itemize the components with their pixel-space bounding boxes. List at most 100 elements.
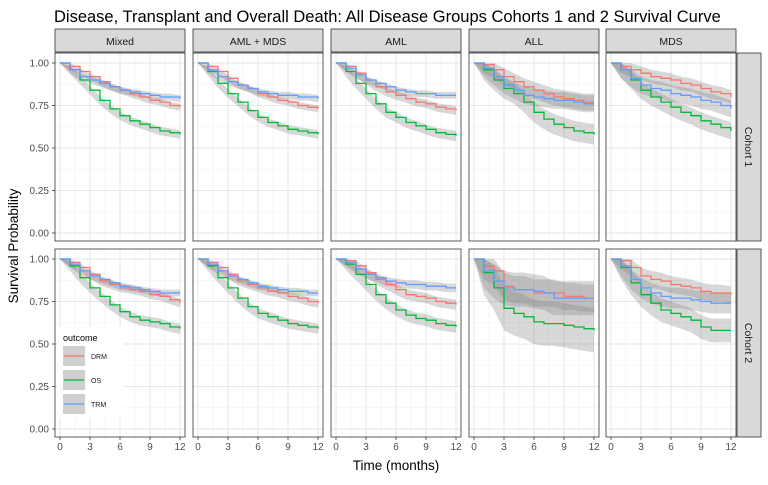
survival-curve-os xyxy=(474,258,595,331)
y-tick-label: 0.00 xyxy=(30,229,50,240)
confidence-band-trm xyxy=(198,63,318,103)
panel-grid xyxy=(193,249,323,437)
panel-grid xyxy=(55,53,185,241)
x-tick-label: 0 xyxy=(608,442,614,453)
survival-curve-os xyxy=(474,62,595,135)
survival-curve-trm xyxy=(336,258,456,289)
survival-curve-trm xyxy=(611,258,731,304)
confidence-band-os xyxy=(336,259,456,333)
y-tick-label: 0.50 xyxy=(30,144,50,155)
y-tick-label: 0.50 xyxy=(30,340,50,351)
chart-title: Disease, Transplant and Overall Death: A… xyxy=(54,8,721,26)
facet-strip-bg xyxy=(330,28,462,53)
row-strip-cohort-2: Cohort 2 xyxy=(736,248,762,438)
x-tick-label: 6 xyxy=(255,442,261,453)
legend-item-os: OS xyxy=(63,370,101,390)
panel-cohort-1-all xyxy=(468,52,600,242)
y-tick-label: 1.00 xyxy=(30,255,50,266)
facet-strip-label: AML + MDS xyxy=(230,36,287,48)
confidence-band-os xyxy=(60,259,180,334)
panel-grid xyxy=(469,53,599,241)
row-strip-label: Cohort 2 xyxy=(742,323,754,363)
x-tick-label: 9 xyxy=(285,442,291,453)
legend-label-os: OS xyxy=(91,378,101,385)
row-strip-bg xyxy=(736,52,762,242)
facet-strip-mds: MDS xyxy=(605,28,737,53)
panel-grid xyxy=(331,249,461,437)
facet-strip-label: ALL xyxy=(525,36,544,48)
panel-border xyxy=(605,52,737,242)
confidence-band-os xyxy=(336,63,456,142)
y-tick-label: 0.25 xyxy=(30,186,50,197)
survival-curve-os xyxy=(198,258,319,329)
panel-cohort-1-aml-mds xyxy=(192,52,324,242)
x-tick-label: 9 xyxy=(423,442,429,453)
x-tick-label: 3 xyxy=(87,442,93,453)
legend-label-trm: TRM xyxy=(91,402,106,409)
panel-cohort-2-all: 0 3 6 9 12 xyxy=(468,248,600,453)
y-tick-label: 0.00 xyxy=(30,425,50,436)
x-tick-label: 0 xyxy=(471,442,477,453)
x-tick-label: 6 xyxy=(531,442,537,453)
x-tick-label: 12 xyxy=(588,442,600,453)
x-tick-label: 0 xyxy=(333,442,339,453)
survival-curve-trm xyxy=(60,62,181,99)
x-tick-label: 9 xyxy=(698,442,704,453)
facet-strip-aml: AML xyxy=(330,28,462,53)
x-tick-label: 3 xyxy=(225,442,231,453)
y-tick-label: 0.25 xyxy=(30,382,50,393)
confidence-band-trm xyxy=(60,63,180,103)
confidence-band-trm xyxy=(336,259,456,293)
survival-curve-trm xyxy=(60,258,180,294)
facet-strip-all: ALL xyxy=(468,28,600,53)
x-tick-label: 12 xyxy=(312,442,324,453)
x-tick-label: 3 xyxy=(363,442,369,453)
x-tick-label: 12 xyxy=(174,442,186,453)
panel-cohort-2-aml: 0 3 6 9 12 xyxy=(330,248,462,453)
x-tick-label: 9 xyxy=(561,442,567,453)
panel-grid xyxy=(331,53,461,241)
y-axis-label: Survival Probability xyxy=(6,188,21,303)
facet-strip-bg xyxy=(192,28,324,53)
legend-items: DRM OS TRM xyxy=(63,346,107,414)
panel-border xyxy=(192,52,324,242)
panel-border xyxy=(54,52,186,242)
facet-strip-bg xyxy=(468,28,600,53)
survival-curve-os xyxy=(198,62,319,135)
x-tick-label: 12 xyxy=(725,442,737,453)
facet-strip-aml-mds: AML + MDS xyxy=(192,28,324,53)
panel-border xyxy=(330,52,462,242)
panel-grid xyxy=(469,249,599,437)
survival-curve-os xyxy=(60,62,181,135)
y-tick-label: 0.75 xyxy=(30,101,50,112)
legend: outcome DRM OS TRM xyxy=(57,327,123,418)
survival-curve-trm xyxy=(611,62,732,109)
row-strip-cohort-1: Cohort 1 xyxy=(736,52,762,242)
survival-curve-os xyxy=(336,258,457,327)
panel-cohort-2-aml-mds: 0 3 6 9 12 xyxy=(192,248,324,453)
x-tick-label: 6 xyxy=(668,442,674,453)
x-tick-label: 3 xyxy=(638,442,644,453)
legend-title: outcome xyxy=(63,333,98,343)
facet-panels: Mixed AML + MDS AML ALL MDS Cohort 1 Cohort 2 0… xyxy=(30,28,762,453)
panel-cohort-2-mds: 0 3 6 9 12 xyxy=(605,248,737,453)
row-strip-bg xyxy=(736,248,762,438)
x-tick-label: 6 xyxy=(393,442,399,453)
legend-item-drm: DRM xyxy=(63,346,107,366)
facet-strip-label: Mixed xyxy=(106,36,134,48)
survival-curve-os xyxy=(336,62,457,137)
x-tick-label: 3 xyxy=(501,442,507,453)
survival-curve-trm xyxy=(198,258,318,294)
facet-strip-label: MDS xyxy=(659,36,682,48)
survival-curve-trm xyxy=(336,62,456,96)
y-tick-label: 1.00 xyxy=(30,59,50,70)
facet-strip-bg xyxy=(605,28,737,53)
survival-curve-trm xyxy=(474,258,594,299)
panel-cohort-1-aml xyxy=(330,52,462,242)
y-tick-label: 0.75 xyxy=(30,297,50,308)
x-tick-label: 6 xyxy=(117,442,123,453)
panel-cohort-1-mixed: 0.00 0.25 0.50 0.75 1.00 xyxy=(30,52,186,242)
survival-curve-trm xyxy=(198,62,319,99)
survival-curve-trm xyxy=(474,62,594,105)
